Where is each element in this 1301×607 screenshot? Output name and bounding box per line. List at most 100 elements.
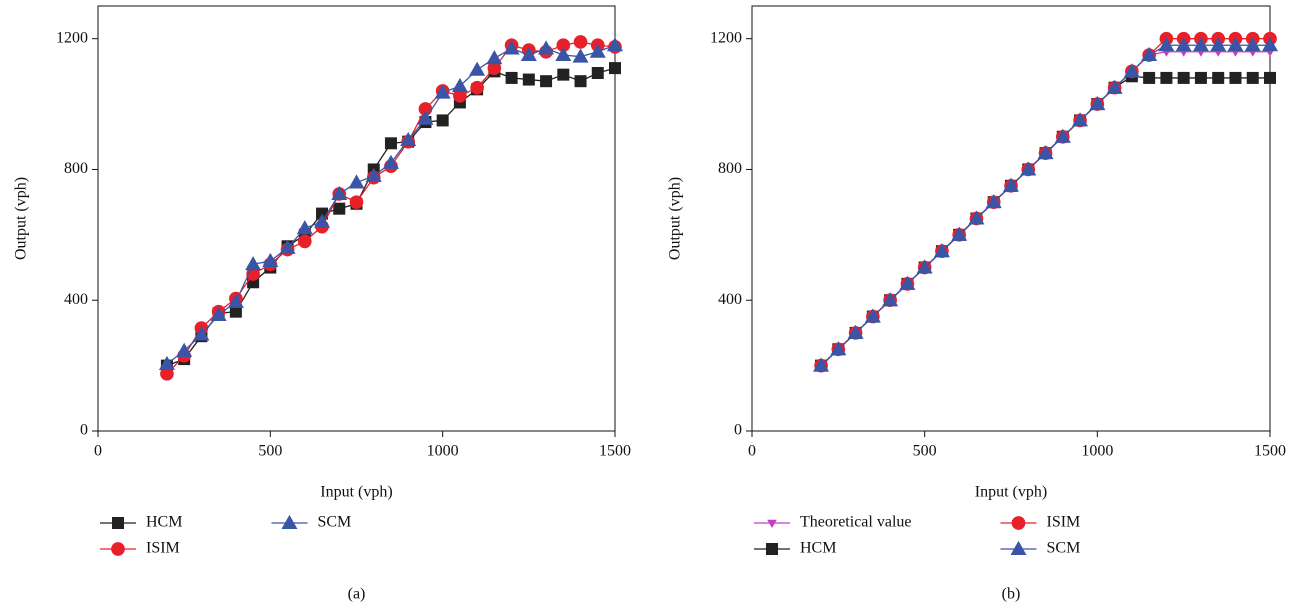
marker (469, 61, 486, 76)
marker (1175, 37, 1192, 52)
marker (968, 210, 985, 225)
marker (767, 519, 777, 528)
marker (522, 73, 535, 86)
marker (193, 326, 210, 341)
x-tick-label: 500 (258, 443, 282, 460)
marker (1192, 37, 1209, 52)
legend-label: HCM (146, 514, 182, 531)
y-tick-label: 0 (734, 422, 742, 439)
marker (297, 234, 312, 249)
marker (348, 174, 365, 189)
marker (1210, 37, 1227, 52)
marker (384, 137, 397, 150)
marker (1106, 79, 1123, 94)
marker (540, 75, 553, 88)
marker (1143, 71, 1156, 84)
marker (1158, 37, 1175, 52)
marker (591, 67, 604, 80)
marker (281, 514, 298, 529)
marker (572, 48, 589, 63)
series-line (820, 75, 1270, 367)
marker (1020, 161, 1037, 176)
y-tick-label: 400 (718, 291, 742, 308)
x-tick-label: 500 (913, 443, 937, 460)
marker (262, 252, 279, 267)
marker (538, 40, 555, 55)
marker (1011, 516, 1026, 530)
legend-label: SCM (317, 514, 351, 531)
marker (486, 50, 503, 65)
marker (830, 341, 847, 356)
x-tick-label: 1500 (599, 443, 631, 460)
marker (1194, 71, 1207, 84)
x-tick-label: 1000 (427, 443, 459, 460)
series-line (166, 67, 616, 367)
marker (574, 75, 587, 88)
marker (1002, 177, 1020, 192)
plot-frame (97, 5, 616, 432)
marker (1212, 71, 1225, 84)
marker (606, 37, 624, 52)
marker (111, 542, 125, 556)
marker (1229, 71, 1242, 84)
marker (245, 256, 262, 271)
x-axis-title: Input (vph) (975, 484, 1047, 501)
marker (555, 46, 572, 62)
marker (1264, 71, 1276, 84)
x-axis-title: Input (vph) (320, 484, 392, 501)
marker (847, 324, 864, 339)
marker (557, 68, 570, 81)
marker (1072, 112, 1089, 127)
marker (158, 355, 175, 370)
legend-label: HCM (800, 540, 836, 557)
marker (589, 43, 606, 58)
x-tick-label: 0 (748, 443, 756, 460)
plot-frame (751, 5, 1271, 432)
marker (1227, 37, 1244, 52)
y-axis-title: Output (vph) (667, 177, 684, 260)
marker (933, 243, 950, 258)
caption: (a) (348, 586, 366, 603)
x-tick-label: 1000 (1081, 443, 1113, 460)
marker (210, 306, 227, 321)
y-tick-label: 400 (64, 291, 88, 308)
marker (1054, 128, 1071, 143)
marker (227, 293, 244, 308)
series-line (820, 38, 1270, 367)
marker (1244, 37, 1261, 52)
x-tick-label: 1500 (1254, 443, 1286, 460)
marker (520, 46, 537, 62)
legend-label: ISIM (1047, 514, 1081, 531)
x-tick-label: 0 (94, 443, 102, 460)
y-tick-label: 1200 (56, 29, 88, 46)
marker (451, 77, 468, 93)
series-line (820, 44, 1270, 367)
marker (333, 202, 346, 215)
marker (417, 110, 434, 125)
marker (985, 193, 1002, 209)
marker (951, 226, 968, 241)
marker (1160, 71, 1173, 84)
caption: (b) (1002, 586, 1021, 603)
marker (1089, 95, 1106, 111)
marker (1246, 71, 1259, 84)
marker (1123, 63, 1140, 78)
marker (296, 220, 313, 235)
y-axis-title: Output (vph) (13, 177, 30, 260)
marker (766, 543, 778, 555)
y-tick-label: 800 (64, 160, 88, 177)
legend-label: Theoretical value (800, 514, 912, 531)
marker (573, 35, 588, 49)
marker (382, 154, 399, 169)
marker (899, 275, 916, 290)
marker (470, 80, 484, 95)
marker (314, 213, 331, 228)
marker (916, 259, 933, 274)
y-tick-label: 800 (718, 160, 742, 177)
marker (434, 84, 451, 99)
marker (864, 308, 881, 323)
marker (176, 342, 193, 357)
marker (1141, 46, 1158, 62)
marker (1037, 144, 1054, 160)
marker (1261, 37, 1279, 52)
